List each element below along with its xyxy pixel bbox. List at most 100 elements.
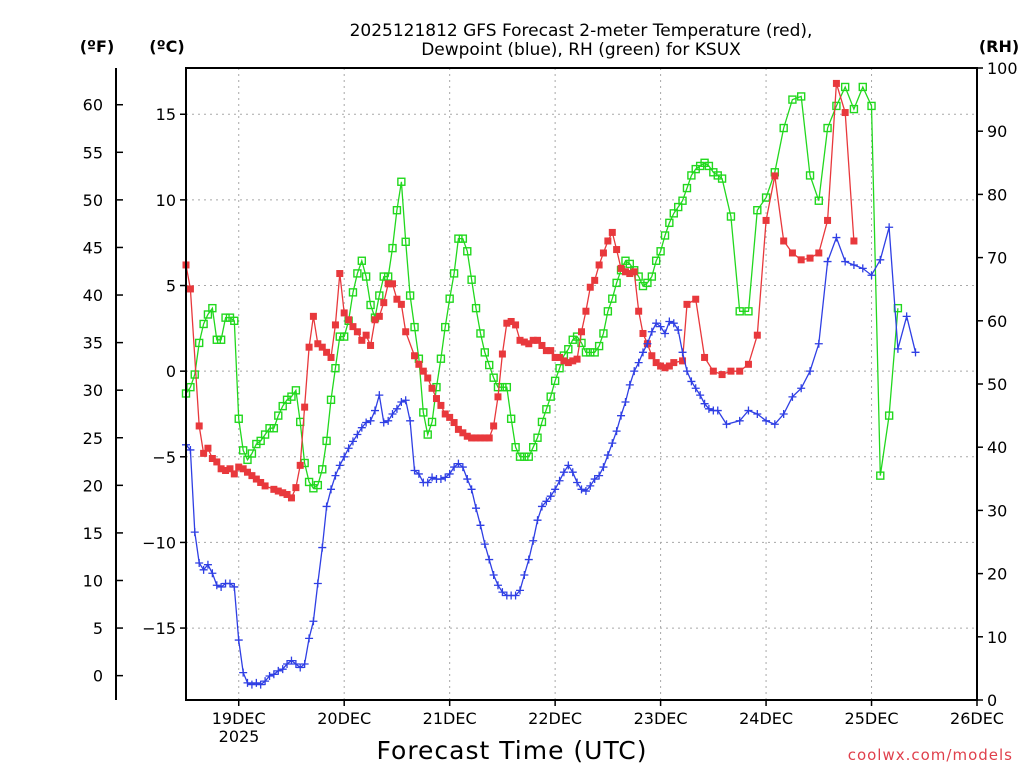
dewpoint-point [344, 444, 353, 453]
temperature-point [239, 465, 247, 473]
rh-tick-label: 90 [987, 122, 1007, 141]
dewpoint-point [652, 319, 661, 328]
temperature-point [432, 395, 440, 403]
dewpoint-point [287, 656, 296, 665]
fahrenheit-tick-label: 30 [83, 381, 103, 400]
dewpoint-point [533, 516, 542, 525]
temperature-point [613, 246, 621, 254]
rh-point [489, 373, 498, 382]
temperature-point [371, 316, 379, 324]
year-label: 2025 [219, 727, 260, 746]
rh-point [458, 234, 468, 243]
dewpoint-point [243, 678, 252, 687]
dewpoint-point [428, 473, 437, 482]
temperature-point [402, 328, 410, 336]
dewpoint-point [568, 468, 577, 477]
x-axis-title: Forecast Time (UTC) [377, 736, 648, 765]
dewpoint-point [379, 418, 388, 427]
fahrenheit-tick-label: 50 [83, 191, 103, 210]
temperature-point [534, 336, 542, 344]
rh-point [348, 288, 358, 297]
dewpoint-series [182, 223, 920, 689]
dewpoint-point [797, 384, 806, 393]
dewpoint-point [682, 367, 691, 376]
rh-point [326, 395, 336, 404]
rh-point [449, 269, 459, 278]
temperature-point [780, 237, 788, 245]
temperature-point [736, 367, 744, 375]
rh-point [383, 272, 393, 281]
dewpoint-point [621, 397, 630, 406]
dewpoint-point [511, 591, 520, 600]
dewpoint-point [340, 452, 349, 461]
temperature-point [679, 357, 687, 365]
dewpoint-point [384, 416, 393, 425]
dewpoint-point [472, 504, 481, 513]
x-tick-label: 23DEC [634, 709, 688, 728]
dewpoint-point [779, 409, 788, 418]
dewpoint-point [753, 409, 762, 418]
temperature-point [204, 444, 212, 452]
rh-axis: 0 10 20 30 40 50 60 70 80 90 100 [977, 59, 1018, 710]
fahrenheit-tick-label: 5 [93, 619, 103, 638]
dewpoint-point [524, 555, 533, 564]
dewpoint-point [735, 416, 744, 425]
temperature-point [503, 319, 511, 327]
temperature-point [573, 355, 581, 363]
rh-point [594, 341, 604, 351]
temperature-point [261, 482, 269, 490]
dewpoint-point [208, 569, 217, 578]
dewpoint-point [335, 461, 344, 470]
rh-point [625, 259, 635, 269]
temperature-point [850, 237, 858, 245]
dewpoint-point [625, 380, 634, 389]
rh-point [388, 243, 397, 253]
x-tick-label: 24DEC [739, 709, 793, 728]
rh-point [405, 291, 415, 300]
temperature-point [186, 285, 194, 293]
dewpoint-point [278, 665, 287, 674]
temperature-point [692, 295, 700, 303]
rh-point [564, 345, 573, 354]
temperature-point [815, 249, 823, 257]
rh-point [401, 237, 410, 247]
dewpoint-point [573, 478, 582, 487]
rh-tick-label: 50 [987, 375, 1007, 394]
rh-point [586, 348, 595, 357]
dewpoint-point [704, 404, 713, 413]
rh-point [304, 477, 314, 487]
rh-point [274, 411, 283, 420]
temperature-point [327, 353, 335, 361]
rh-point [744, 307, 753, 316]
rh-point [805, 171, 815, 180]
rh-point [669, 209, 678, 218]
rh-point [647, 272, 657, 281]
temperature-point [287, 494, 295, 502]
chart-title-line-1: 2025121812 GFS Forecast 2-meter Temperat… [350, 21, 813, 41]
dewpoint-point [612, 427, 621, 436]
rh-point [884, 411, 894, 420]
temperature-point [472, 434, 480, 442]
rh-tick-label: 70 [987, 249, 1007, 268]
celsius-tick-label: −5 [152, 448, 176, 467]
temperature-point [424, 374, 432, 382]
rh-point [291, 386, 301, 395]
dewpoint-point [199, 565, 208, 574]
temperature-point [744, 360, 752, 368]
temperature-point [547, 347, 555, 355]
dewpoint-point [770, 420, 779, 429]
dewpoint-point [638, 348, 647, 357]
dewpoint-point [630, 367, 639, 376]
temperature-point [331, 321, 339, 329]
temperature-point [525, 340, 533, 348]
temperature-point [595, 261, 603, 269]
temperature-point [635, 307, 643, 315]
dewpoint-point [902, 312, 911, 321]
dewpoint-point [265, 672, 274, 681]
rh-point [366, 300, 375, 310]
dewpoint-point [458, 463, 467, 472]
rh-point [278, 401, 287, 411]
dewpoint-point [225, 579, 234, 588]
temperature-point [367, 341, 375, 349]
rh-point [717, 174, 727, 183]
